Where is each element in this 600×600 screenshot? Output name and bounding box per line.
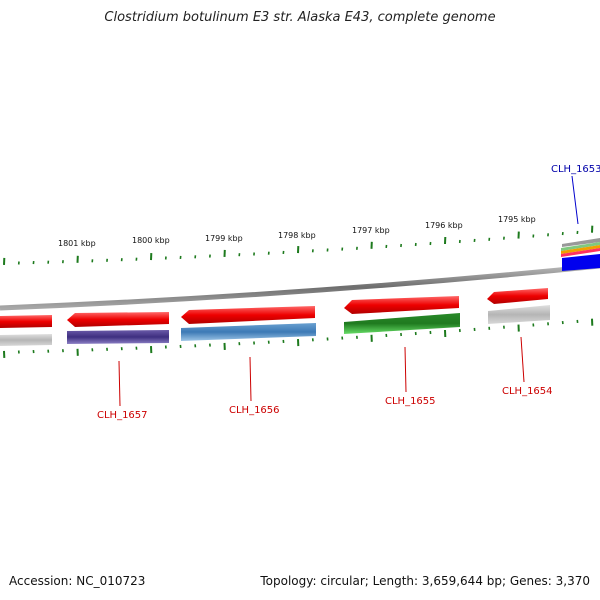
gene-track-clh-1655 [344,313,460,334]
leader-line-clh-1654 [520,336,525,383]
scale-label-1796: 1796 kbp [425,221,463,230]
gene-label-clh-1654[interactable]: CLH_1654 [502,386,553,397]
scale-label-1798: 1798 kbp [278,231,316,240]
scale-label-1799: 1799 kbp [205,234,243,243]
feature-green-top [561,242,600,251]
gene-track-clh-1654 [488,305,550,324]
leader-line-clh-1653 [571,175,579,225]
accession-text: Accession: NC_010723 [9,574,146,588]
gene-track-gray-left-edge [0,334,52,346]
scale-label-1797: 1797 kbp [352,226,390,235]
gene-arrow-clh-1654[interactable] [487,288,548,304]
gene-track-clh-1657 [67,330,169,344]
leader-line-clh-1655 [404,346,407,393]
gene-arrow-clh-1656[interactable] [181,306,315,324]
map-title: Clostridium botulinum E3 str. Alaska E43… [104,10,496,25]
scale-label-1801: 1801 kbp [58,239,96,248]
gene-arrow-clh-1657[interactable] [67,312,169,327]
scale-label-1795: 1795 kbp [498,215,536,224]
leader-line-clh-1657 [118,360,121,407]
genome-summary-text: Topology: circular; Length: 3,659,644 bp… [260,574,590,588]
feature-blue-top [562,254,600,271]
lower-scale-ticks [3,318,594,358]
leader-line-clh-1656 [249,356,252,402]
feature-gray-top [562,238,600,247]
gene-track-clh-1656 [181,323,316,341]
upper-scale-ticks [3,225,594,265]
scale-label-1800: 1800 kbp [132,236,170,245]
feature-pink-top [561,248,600,257]
gene-label-clh-1657[interactable]: CLH_1657 [97,410,148,421]
gene-arrow-left-edge[interactable] [0,315,52,328]
gene-label-clh-1656[interactable]: CLH_1656 [229,405,280,416]
gene-label-clh-1655[interactable]: CLH_1655 [385,396,436,407]
genome-backbone [0,263,600,311]
gene-arrow-clh-1655[interactable] [344,296,459,314]
feature-orange-top [561,245,600,254]
gene-label-clh-1653[interactable]: CLH_1653 [551,164,600,175]
